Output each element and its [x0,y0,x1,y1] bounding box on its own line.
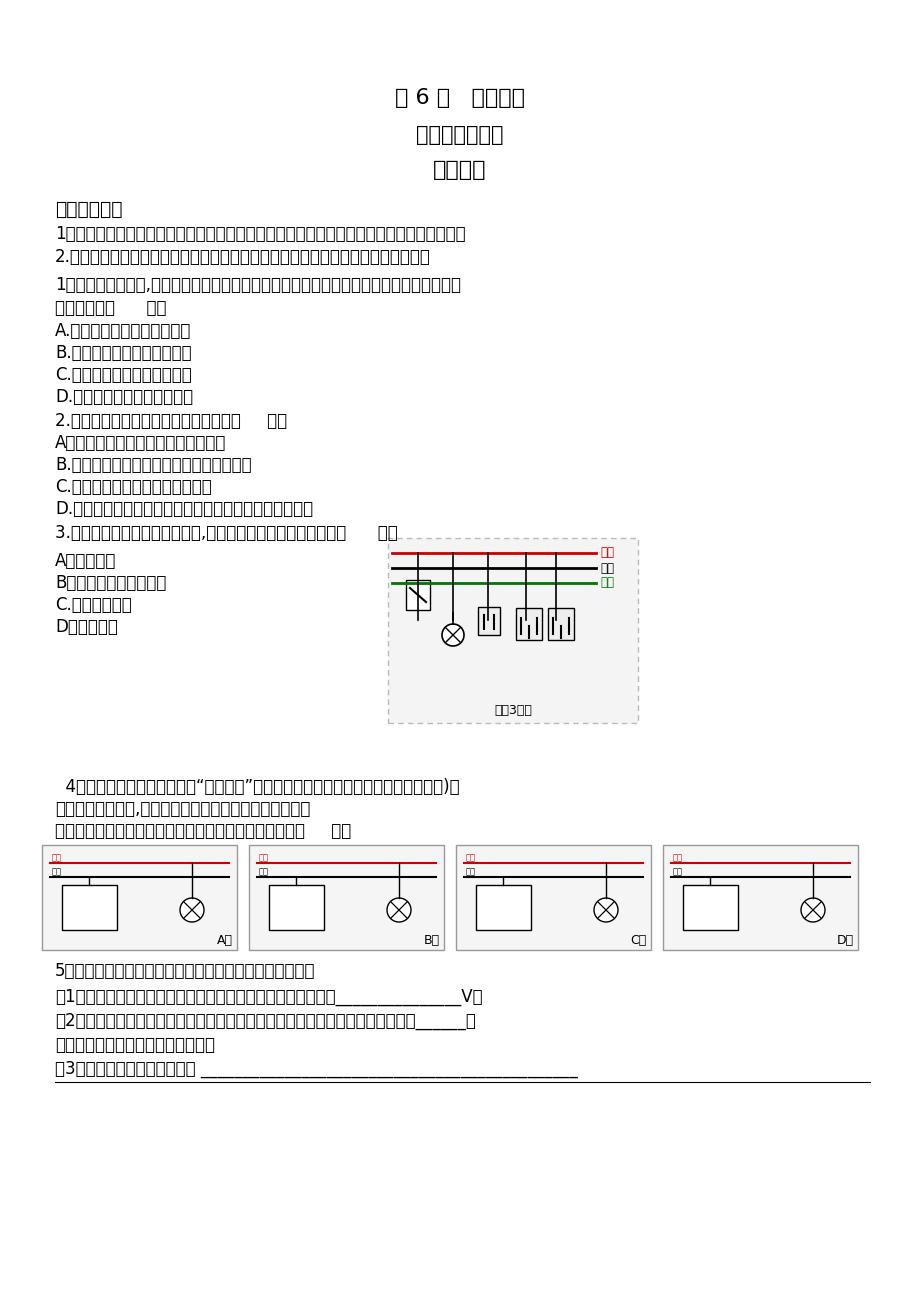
Text: 零线: 零线 [599,561,613,574]
Text: （1）家庭电路的进户线分别为火线和零线，两者之间的电压为_______________V。: （1）家庭电路的进户线分别为火线和零线，两者之间的电压为____________… [55,988,482,1006]
Text: B。: B。 [424,934,439,947]
Text: （请按教材所示的结构顺序填写）。: （请按教材所示的结构顺序填写）。 [55,1036,215,1055]
Bar [475,885,530,930]
Text: A。闸刀开关: A。闸刀开关 [55,552,116,570]
Text: （一）家庭电路: （一）家庭电路 [415,125,504,145]
Bar [62,885,117,930]
Text: 2.关于家庭电路，下列说法中正确的是（     ）。: 2.关于家庭电路，下列说法中正确的是（ ）。 [55,411,287,430]
Text: B。带保险丝的二孔插座: B。带保险丝的二孔插座 [55,574,166,592]
Bar [663,845,857,950]
Bar [42,845,237,950]
Circle shape [387,898,411,922]
Text: （3）测电笔的正确使用方法是 _____________________________________________: （3）测电笔的正确使用方法是 _________________________… [55,1060,577,1078]
Text: 1。安装家庭电路时,从进户线到用电器之间有总开关、电能表、保护装置，它们正确的排列: 1。安装家庭电路时,从进户线到用电器之间有总开关、电能表、保护装置，它们正确的排… [55,276,460,294]
Text: （2）辨别火线和零线可以用测电笔。测电笔由四部分组成，分别是笔尖金属体、______和: （2）辨别火线和零线可以用测电笔。测电笔由四部分组成，分别是笔尖金属体、____… [55,1012,475,1030]
Circle shape [800,898,824,922]
Bar [268,885,323,930]
Circle shape [180,898,204,922]
Text: C.保护装置、电能表、总开关: C.保护装置、电能表、总开关 [55,366,191,384]
Text: 学习目标: 学习目标 [433,160,486,180]
Text: 1．了解家庭电路中进户线、电能表、总开关、保护装置、电灯和开关、插座等的分布规律。: 1．了解家庭电路中进户线、电能表、总开关、保护装置、电灯和开关、插座等的分布规律… [55,225,465,243]
Text: C.空气开关可防止触电事故的发生: C.空气开关可防止触电事故的发生 [55,478,211,496]
Text: D。三孔插座: D。三孔插座 [55,618,118,635]
Text: 火线: 火线 [673,853,682,862]
Text: 夸实基础巩固: 夸实基础巩固 [55,201,122,219]
Text: 零线: 零线 [259,867,268,876]
Text: 第 6 节   家庭用电: 第 6 节 家庭用电 [394,89,525,108]
Text: C。: C。 [630,934,646,947]
Text: C.带开关的灯泡: C.带开关的灯泡 [55,596,131,615]
Text: D。: D。 [836,934,853,947]
Text: 地线: 地线 [599,577,613,590]
Text: A。电能表是测量用电器总电流的仪表: A。电能表是测量用电器总电流的仪表 [55,434,226,452]
Text: （第3题）: （第3题） [494,704,531,717]
Text: 零线: 零线 [52,867,62,876]
Text: 顺序应该是（      ）。: 顺序应该是（ ）。 [55,299,166,316]
Text: D.在家庭电路中各用电器之间、各插座之间都是并联关系: D.在家庭电路中各用电器之间、各插座之间都是并联关系 [55,500,312,518]
Text: 求插座能单独使用,开关能控制电灯且符合安全用电原则。: 求插座能单独使用,开关能控制电灯且符合安全用电原则。 [55,799,310,818]
Text: 火线: 火线 [52,853,62,862]
Text: 5．根据所学的进户线中的火线和零线知识回答下列问题：: 5．根据所学的进户线中的火线和零线知识回答下列问题： [55,962,315,980]
Bar [516,608,541,641]
Text: 从实物反面观察，如图所示的几种接线中符合要求的是（     ）。: 从实物反面观察，如图所示的几种接线中符合要求的是（ ）。 [55,822,351,840]
Text: 零线: 零线 [466,867,475,876]
Bar [478,607,499,635]
Text: 零线: 零线 [673,867,682,876]
Text: 2.了解进户线中火线和零线间的电压，学会使用测电笔辨别火线和零线的正确方法。: 2.了解进户线中火线和零线间的电压，学会使用测电笔辨别火线和零线的正确方法。 [55,247,430,266]
Bar [405,579,429,611]
Text: 3.如图所示为某家庭电路局部图,其中有一个连接错误的器件是（      ）。: 3.如图所示为某家庭电路局部图,其中有一个连接错误的器件是（ ）。 [55,523,397,542]
Text: B.电能表、总开关、保护装置: B.电能表、总开关、保护装置 [55,344,191,362]
Text: A。: A。 [217,934,233,947]
Bar [388,538,637,723]
Circle shape [594,898,618,922]
Text: 火线: 火线 [259,853,268,862]
Text: D.电能表、保护装置、总开关: D.电能表、保护装置、总开关 [55,388,193,406]
Bar [548,608,573,641]
Circle shape [441,624,463,646]
Bar [456,845,651,950]
Text: 火线: 火线 [599,547,613,560]
Bar [682,885,737,930]
Text: 4。家庭电路中需要安装一个“一开三孔”开关（即一个开关和一个三孔插座连在一起)要: 4。家庭电路中需要安装一个“一开三孔”开关（即一个开关和一个三孔插座连在一起)要 [55,779,460,796]
Text: A.总开关、保护装置、电能表: A.总开关、保护装置、电能表 [55,322,191,340]
Bar [249,845,444,950]
Text: 火线: 火线 [466,853,475,862]
Text: B.空气开关跳闸，说明电路中一定出现短路: B.空气开关跳闸，说明电路中一定出现短路 [55,456,252,474]
